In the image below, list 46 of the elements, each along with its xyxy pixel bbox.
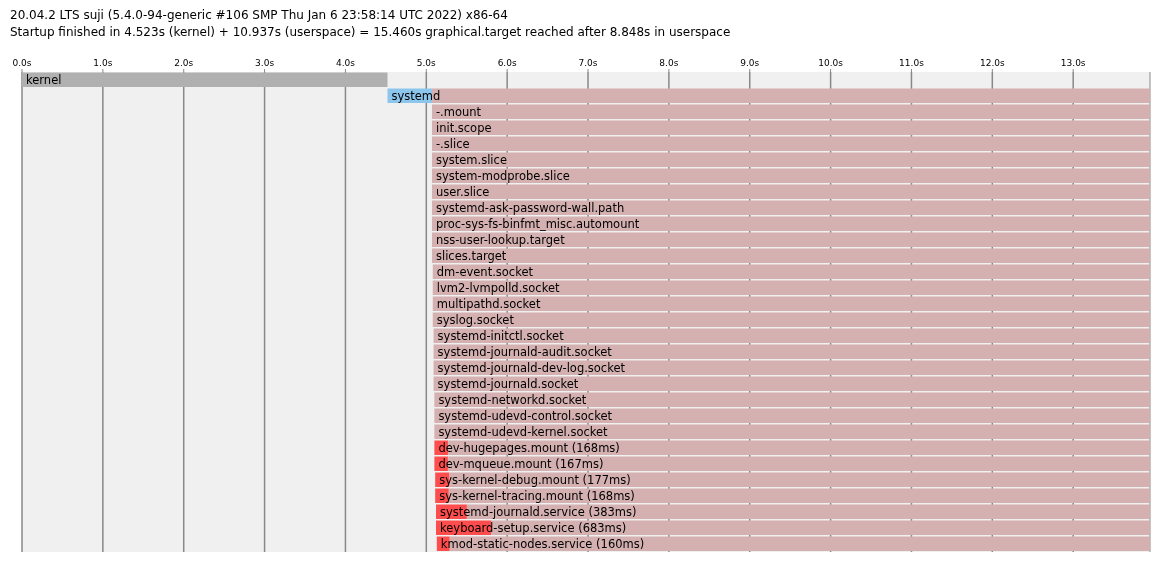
y-tick-label: lvm2-lvmpolld.socket xyxy=(436,281,560,295)
y-tick-label: systemd-udevd-kernel.socket xyxy=(438,425,609,439)
x-tick-label: 5.0s xyxy=(416,58,437,68)
y-tick-label: multipathd.socket xyxy=(436,297,541,311)
chart-subtitle: Startup finished in 4.523s (kernel) + 10.937s (userspace) = 15.460s graphical.target reached after 8.848s in userspace xyxy=(10,25,731,39)
x-tick-label: 6.0s xyxy=(497,58,517,68)
x-tick-label: 3.0s xyxy=(255,58,275,68)
y-tick-label: system.slice xyxy=(435,153,507,167)
x-tick-label: 9.0s xyxy=(740,58,760,68)
y-tick-label: slices.target xyxy=(435,249,507,263)
y-tick-label: systemd-journald.socket xyxy=(437,377,579,391)
x-tick-label: 12.0s xyxy=(979,58,1005,68)
y-tick-label: systemd-networkd.socket xyxy=(438,393,587,407)
y-tick-label: nss-user-lookup.target xyxy=(435,233,566,247)
y-tick-label: systemd-journald-audit.socket xyxy=(437,345,613,359)
y-tick-label: -.slice xyxy=(435,137,470,151)
y-tick-label: user.slice xyxy=(435,185,490,199)
x-tick-label: 11.0s xyxy=(899,58,925,68)
y-tick-label: proc-sys-fs-binfmt_misc.automount xyxy=(435,217,640,231)
x-tick-label: 4.0s xyxy=(335,58,356,68)
y-tick-label: sys-kernel-tracing.mount (168ms) xyxy=(439,489,635,503)
y-tick-label: kmod-static-nodes.service (160ms) xyxy=(440,537,645,551)
y-tick-label: dev-hugepages.mount (168ms) xyxy=(438,441,620,455)
x-tick-label: 13.0s xyxy=(1060,58,1086,68)
y-tick-label: systemd xyxy=(391,89,441,103)
y-tick-label: sys-kernel-debug.mount (177ms) xyxy=(439,473,631,487)
x-tick-label: 2.0s xyxy=(174,58,194,68)
x-tick-label: 0.0s xyxy=(12,58,32,68)
chart-title: 20.04.2 LTS suji (5.4.0-94-generic #106 SMP Thu Jan 6 23:58:14 UTC 2022) x86-64 xyxy=(10,8,508,22)
y-tick-label: system-modprobe.slice xyxy=(435,169,570,183)
y-tick-label: dev-mqueue.mount (167ms) xyxy=(438,457,604,471)
x-tick-label: 7.0s xyxy=(578,58,598,68)
y-tick-label: keyboard-setup.service (683ms) xyxy=(440,521,627,535)
x-tick-label: 10.0s xyxy=(818,58,844,68)
y-tick-label: dm-event.socket xyxy=(436,265,534,279)
y-tick-label: systemd-journald.service (383ms) xyxy=(440,505,637,519)
y-tick-label: systemd-initctl.socket xyxy=(437,329,565,343)
x-tick-label: 1.0s xyxy=(93,58,113,68)
y-tick-label: kernel xyxy=(26,73,62,87)
x-tick-label: 8.0s xyxy=(659,58,679,68)
y-tick-label: syslog.socket xyxy=(436,313,515,327)
y-tick-label: systemd-journald-dev-log.socket xyxy=(437,361,626,375)
y-tick-label: init.scope xyxy=(435,121,492,135)
y-tick-label: systemd-udevd-control.socket xyxy=(438,409,613,423)
y-tick-label: systemd-ask-password-wall.path xyxy=(435,201,625,215)
y-tick-label: -.mount xyxy=(435,105,482,119)
